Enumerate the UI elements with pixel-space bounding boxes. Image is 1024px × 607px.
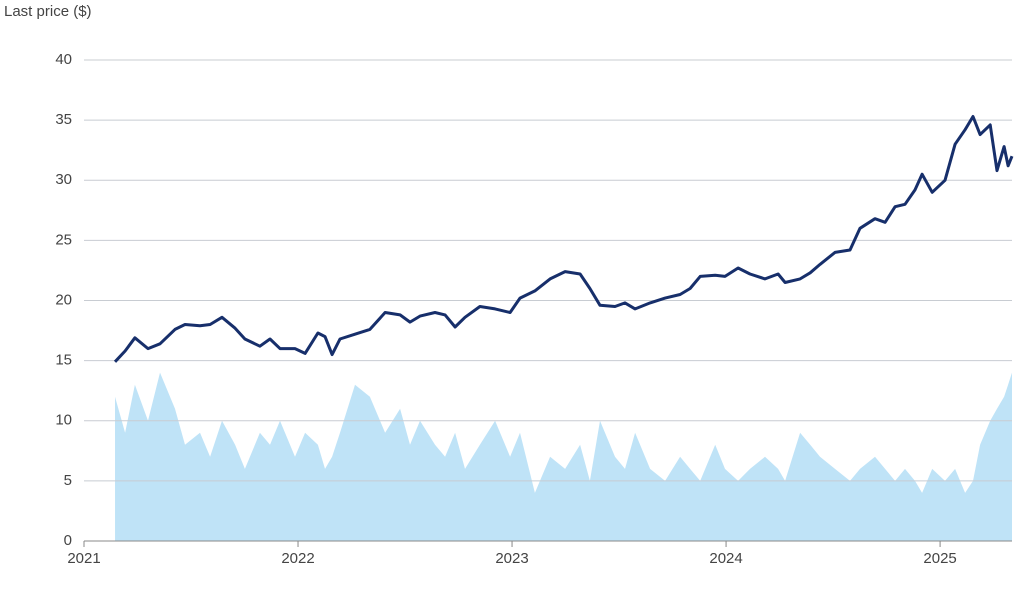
y-tick-label: 10 <box>55 412 72 429</box>
y-tick-label: 5 <box>64 472 72 489</box>
y-tick-label: 35 <box>55 111 72 128</box>
y-tick-label: 0 <box>64 532 72 549</box>
price-line <box>113 115 1014 363</box>
y-tick-label: 25 <box>55 231 72 248</box>
y-tick-label: 40 <box>55 51 72 68</box>
y-tick-label: 15 <box>55 352 72 369</box>
volume-area <box>115 372 1012 541</box>
x-tick-label: 2022 <box>281 550 314 567</box>
y-tick-label: 30 <box>55 171 72 188</box>
x-tick-label: 2024 <box>709 550 742 567</box>
x-tick-label: 2021 <box>67 550 100 567</box>
y-tick-label: 20 <box>55 291 72 308</box>
y-axis-label: Last price ($) <box>4 3 92 20</box>
x-tick-label: 2025 <box>923 550 956 567</box>
x-tick-label: 2023 <box>495 550 528 567</box>
